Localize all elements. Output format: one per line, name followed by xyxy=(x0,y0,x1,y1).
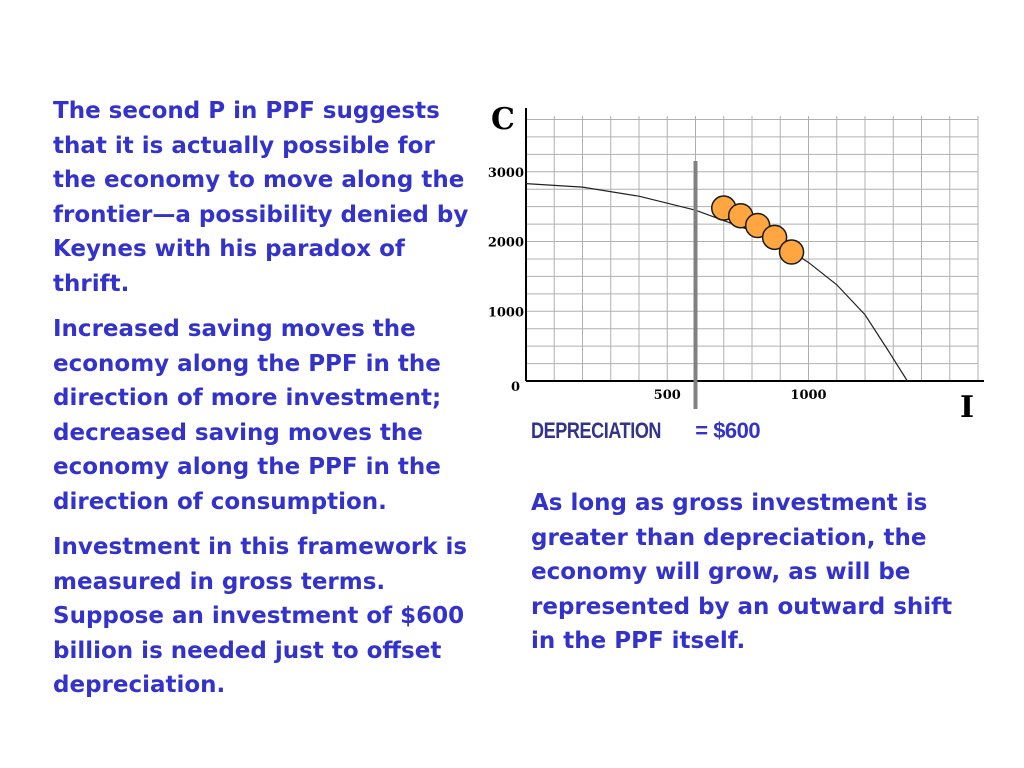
chart-grid xyxy=(525,116,979,382)
paragraph-saving-effect: Increased saving moves the economy along… xyxy=(53,316,442,515)
depreciation-word: DEPRECIATION xyxy=(531,418,662,443)
chart-points xyxy=(711,195,805,265)
right-text-column: As long as gross investment is greater t… xyxy=(531,486,971,659)
chart-point xyxy=(761,224,788,251)
chart-axes xyxy=(525,108,984,382)
depreciation-value: = $600 xyxy=(695,418,761,443)
y-tick-label: 2000 xyxy=(488,236,524,251)
left-text-column: The second P in PPF suggests that it is … xyxy=(53,94,485,714)
ppf-chart-svg: 0 1000 2000 3000 500 1000 C I xyxy=(488,102,984,425)
x-axis-label: I xyxy=(960,390,974,425)
y-tick-label: 1000 xyxy=(488,305,524,320)
ppf-chart: 0 1000 2000 3000 500 1000 C I xyxy=(486,96,996,426)
chart-tick-labels: 0 1000 2000 3000 500 1000 xyxy=(488,166,827,403)
y-tick-label: 3000 xyxy=(488,166,524,181)
paragraph-gross-investment: Investment in this framework is measured… xyxy=(53,534,468,698)
depreciation-label: DEPRECIATION = $600 xyxy=(531,418,761,444)
y-tick-label: 0 xyxy=(511,380,520,395)
x-tick-label: 500 xyxy=(654,388,681,403)
chart-point xyxy=(778,239,805,265)
y-axis-label: C xyxy=(491,102,515,137)
paragraph-ppf-meaning: The second P in PPF suggests that it is … xyxy=(53,98,469,297)
paragraph-growth: As long as gross investment is greater t… xyxy=(531,490,953,654)
x-tick-label: 1000 xyxy=(790,388,826,403)
